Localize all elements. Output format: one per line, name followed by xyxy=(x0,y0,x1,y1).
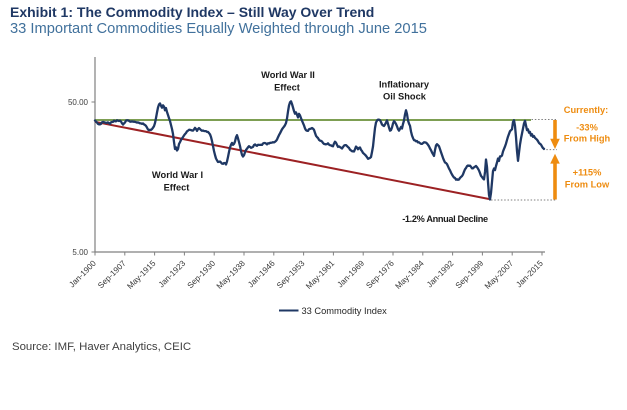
svg-text:Exhibit 1: The Commodity Index: Exhibit 1: The Commodity Index – Still W… xyxy=(10,4,374,20)
svg-text:World War II: World War II xyxy=(261,70,315,80)
svg-text:Currently:: Currently: xyxy=(564,105,608,115)
svg-text:Effect: Effect xyxy=(164,183,190,193)
svg-text:-1.2% Annual Decline: -1.2% Annual Decline xyxy=(402,214,488,224)
svg-text:5.00: 5.00 xyxy=(72,248,88,257)
svg-text:Source: IMF, Haver Analytics,: Source: IMF, Haver Analytics, CEIC xyxy=(12,341,191,353)
svg-text:Effect: Effect xyxy=(274,83,300,93)
svg-text:From High: From High xyxy=(564,134,611,144)
svg-text:Oil Shock: Oil Shock xyxy=(383,92,427,102)
svg-text:Inflationary: Inflationary xyxy=(379,80,430,90)
svg-text:33 Commodity Index: 33 Commodity Index xyxy=(302,306,388,316)
svg-text:+115%: +115% xyxy=(573,168,602,178)
svg-text:50.00: 50.00 xyxy=(68,98,89,107)
svg-text:World War I: World War I xyxy=(152,170,203,180)
svg-text:33 Important Commodities Equal: 33 Important Commodities Equally Weighte… xyxy=(10,21,427,37)
svg-text:-33%: -33% xyxy=(576,123,598,133)
svg-text:From Low: From Low xyxy=(565,180,610,190)
